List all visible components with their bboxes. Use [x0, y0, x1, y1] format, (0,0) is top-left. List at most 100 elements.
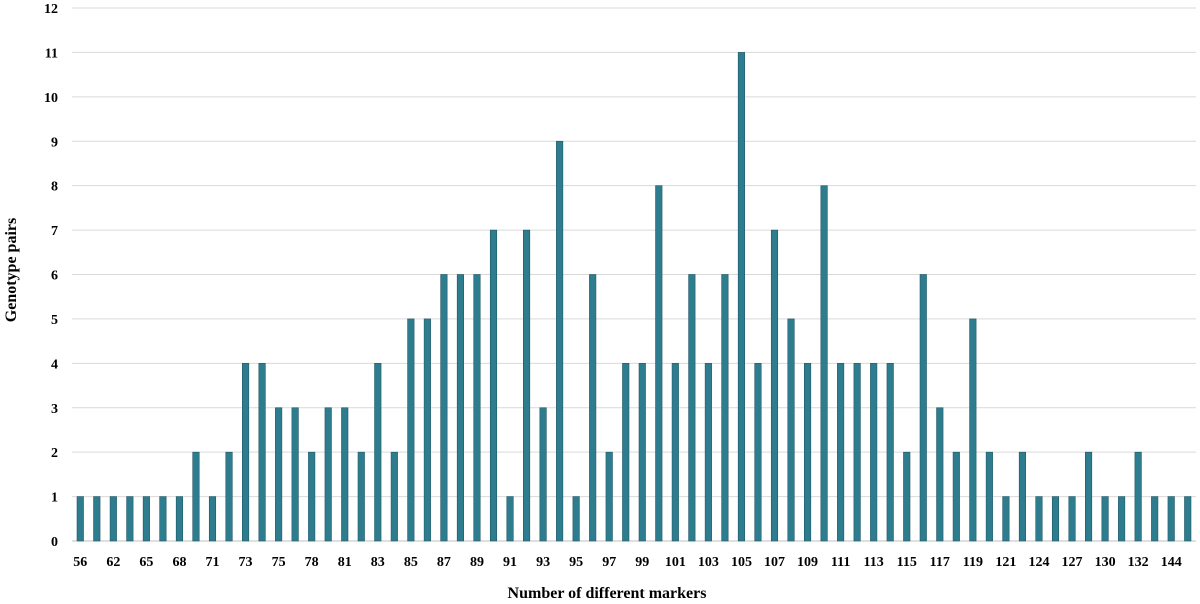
- bar: [1085, 451, 1093, 542]
- x-tick-label: 62: [106, 555, 120, 570]
- y-tick-label: 3: [51, 402, 58, 417]
- bar: [919, 274, 927, 542]
- x-tick-label: 130: [1095, 555, 1116, 570]
- x-tick-label: 111: [831, 555, 850, 570]
- x-tick-label: 87: [437, 555, 451, 570]
- bar: [539, 407, 547, 542]
- bar: [936, 407, 944, 542]
- bar: [671, 363, 679, 542]
- bar: [1184, 496, 1192, 542]
- x-tick-label: 56: [73, 555, 87, 570]
- bar: [853, 363, 861, 542]
- bar: [721, 274, 729, 542]
- bar: [423, 318, 431, 542]
- bar: [456, 274, 464, 542]
- x-axis-title: Number of different markers: [508, 585, 707, 602]
- bar: [787, 318, 795, 542]
- bar: [1134, 451, 1142, 542]
- x-tick-label: 105: [731, 555, 752, 570]
- x-tick-label: 95: [569, 555, 583, 570]
- x-tick-label: 99: [635, 555, 649, 570]
- bar: [506, 496, 514, 542]
- x-tick-label: 93: [536, 555, 550, 570]
- bar: [489, 229, 498, 542]
- y-tick-label: 1: [51, 491, 58, 506]
- x-tick-label: 91: [503, 555, 517, 570]
- bar: [737, 52, 745, 542]
- bar: [1018, 451, 1026, 542]
- bar: [589, 274, 597, 542]
- bar: [142, 496, 150, 542]
- bar: [308, 451, 316, 542]
- x-tick-label: 119: [963, 555, 983, 570]
- bar: [952, 451, 960, 542]
- bar: [655, 185, 663, 542]
- bar: [291, 407, 299, 542]
- bar: [242, 363, 250, 542]
- x-tick-label: 97: [602, 555, 616, 570]
- x-tick-label: 107: [764, 555, 785, 570]
- bar: [407, 318, 415, 542]
- x-tick-label: 85: [404, 555, 418, 570]
- x-tick-label: 109: [797, 555, 818, 570]
- y-tick-label: 12: [44, 2, 58, 17]
- bar: [473, 274, 481, 542]
- bar: [1118, 496, 1126, 542]
- x-tick-label: 117: [930, 555, 950, 570]
- bar: [1151, 496, 1159, 542]
- x-tick-label: 71: [206, 555, 220, 570]
- bar: [258, 363, 266, 542]
- x-tick-label: 113: [864, 555, 884, 570]
- bar: [969, 318, 977, 542]
- bar: [523, 229, 531, 542]
- y-tick-label: 11: [45, 46, 58, 61]
- x-tick-label: 73: [239, 555, 253, 570]
- bar: [1035, 496, 1043, 542]
- bar: [638, 363, 646, 542]
- bar: [159, 496, 167, 542]
- bar: [605, 451, 613, 542]
- x-tick-label: 75: [272, 555, 286, 570]
- x-tick-label: 121: [995, 555, 1016, 570]
- bar: [126, 496, 134, 542]
- x-tick-label: 83: [371, 555, 385, 570]
- x-tick-label: 89: [470, 555, 484, 570]
- bar: [440, 274, 448, 542]
- bar: [341, 407, 349, 542]
- x-tick-label: 103: [698, 555, 719, 570]
- bar: [225, 451, 233, 542]
- bar: [985, 451, 993, 542]
- bar: [1068, 496, 1076, 542]
- bar: [572, 496, 580, 542]
- y-tick-label: 10: [44, 91, 58, 106]
- bar: [109, 496, 117, 542]
- y-tick-label: 4: [51, 357, 58, 372]
- y-tick-label: 8: [51, 180, 58, 195]
- x-tick-label: 124: [1028, 555, 1049, 570]
- bar: [374, 363, 382, 542]
- x-tick-label: 81: [338, 555, 352, 570]
- bar: [93, 496, 101, 542]
- bar: [76, 496, 84, 542]
- x-axis-ticks: 56 62 65 68 71 73 75 78 81 83 85 87 89 91 93 95 97 99 101 1…: [73, 555, 1181, 570]
- bar: [754, 363, 762, 542]
- x-tick-label: 68: [172, 555, 186, 570]
- y-tick-label: 6: [51, 269, 58, 284]
- bar: [837, 363, 845, 542]
- bar: [820, 185, 828, 542]
- y-axis-title: Genotype pairs: [3, 218, 20, 322]
- bar: [1002, 496, 1010, 542]
- bar: [208, 496, 217, 542]
- bar: [886, 363, 894, 542]
- bar: [556, 140, 564, 542]
- x-tick-label: 127: [1062, 555, 1083, 570]
- x-tick-label: 65: [139, 555, 153, 570]
- y-tick-label: 2: [51, 446, 58, 461]
- bar: [357, 451, 365, 542]
- x-tick-label: 78: [305, 555, 319, 570]
- bar: [390, 451, 398, 542]
- bar: [1167, 496, 1175, 542]
- gridlines: [72, 7, 1196, 542]
- bar: [622, 363, 630, 542]
